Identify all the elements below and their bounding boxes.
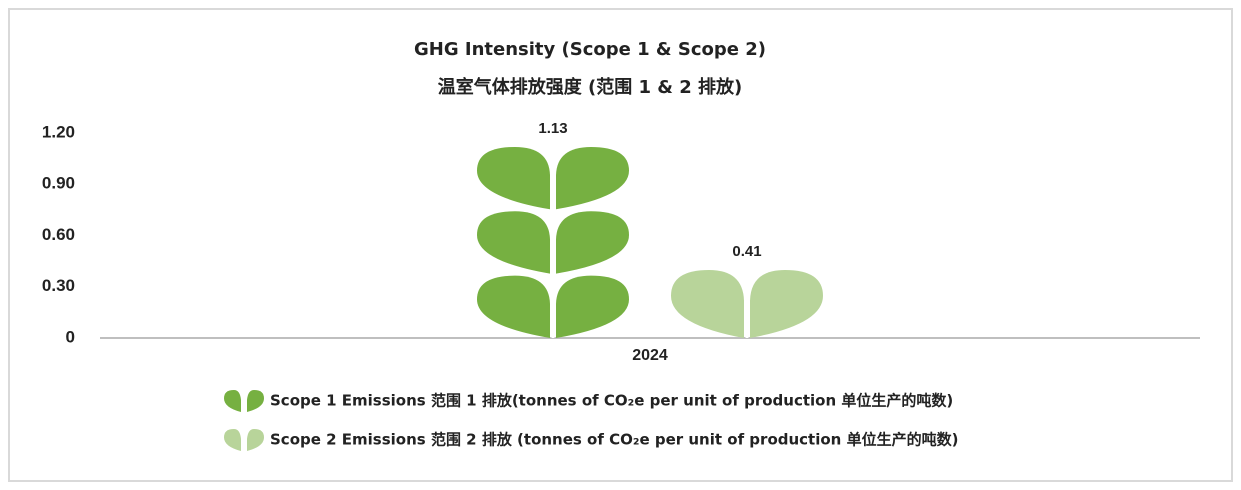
y-tick-label: 0.30 [42,276,75,295]
leaf [477,275,550,338]
leaf [556,211,629,274]
pictogram-bar [477,144,629,338]
leaf [556,146,629,210]
legend-icon [224,429,264,451]
x-tick-label: 2024 [632,347,668,364]
pictogram-bar [671,267,823,338]
legend-label: Scope 1 Emissions 范围 1 排放(tonnes of CO₂e… [270,392,953,410]
y-tick-label: 0.60 [42,225,75,244]
legend-leaf [247,429,264,451]
legend-icon [224,390,264,412]
value-label: 1.13 [538,120,567,137]
legend-leaf [224,429,241,451]
leaf [477,146,550,210]
y-tick-label: 0.90 [42,174,75,193]
legend-label: Scope 2 Emissions 范围 2 排放 (tonnes of CO₂… [270,431,958,449]
value-label: 0.41 [732,243,761,260]
leaf [556,275,629,338]
leaf [671,269,744,338]
leaf [477,211,550,274]
legend-leaf [247,390,264,412]
leaf [750,269,823,338]
chart-title: GHG Intensity (Scope 1 & Scope 2) [414,39,766,60]
y-tick-label: 1.20 [42,122,75,141]
y-tick-label: 0 [66,327,75,346]
legend-leaf [224,390,241,412]
chart-subtitle: 温室气体排放强度 (范围 1 & 2 排放) [438,76,743,98]
